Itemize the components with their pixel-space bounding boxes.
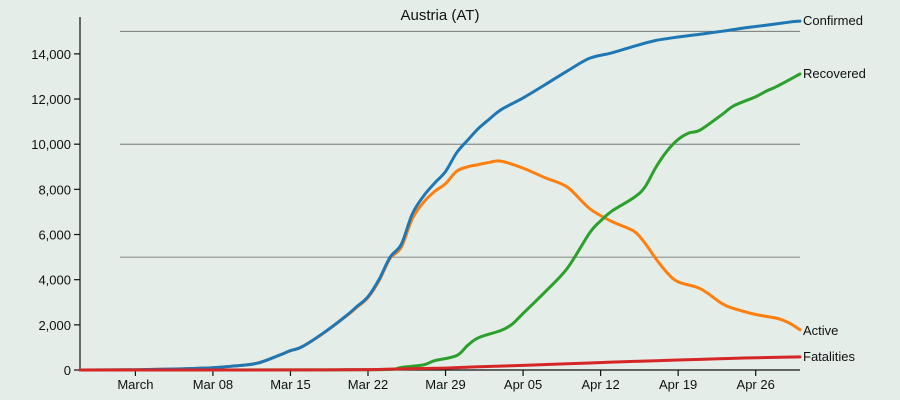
chart-title: Austria (AT) bbox=[401, 7, 480, 24]
x-tick-label: March bbox=[117, 377, 153, 392]
y-tick-label: 14,000 bbox=[31, 47, 71, 62]
x-tick-label: Mar 08 bbox=[193, 377, 233, 392]
x-tick-label: Mar 15 bbox=[270, 377, 310, 392]
series-line-active bbox=[78, 159, 802, 372]
series-line-recovered bbox=[78, 72, 802, 372]
series-label-recovered: Recovered bbox=[803, 66, 866, 81]
y-tick-label: 12,000 bbox=[31, 92, 71, 107]
axes: 0 2,000 4,000 6,000 8,000 10,000 12,000 14,000 M… bbox=[31, 17, 800, 392]
y-tick-label: 10,000 bbox=[31, 137, 71, 152]
series-label-confirmed: Confirmed bbox=[803, 13, 863, 28]
gridlines bbox=[120, 30, 800, 258]
series-line-fatalities bbox=[78, 355, 802, 372]
y-tick-label: 6,000 bbox=[38, 228, 71, 243]
x-tick-label: Apr 19 bbox=[659, 377, 697, 392]
y-tick-label: 8,000 bbox=[38, 182, 71, 197]
x-tick-label: Apr 26 bbox=[737, 377, 775, 392]
x-tick-label: Apr 12 bbox=[581, 377, 619, 392]
series-label-fatalities: Fatalities bbox=[803, 349, 856, 364]
x-tick-label: Apr 05 bbox=[504, 377, 542, 392]
series-line-confirmed bbox=[78, 19, 802, 372]
y-tick-label: 2,000 bbox=[38, 318, 71, 333]
x-tick-label: Mar 29 bbox=[425, 377, 465, 392]
y-tick-label: 4,000 bbox=[38, 273, 71, 288]
series-lines bbox=[78, 19, 802, 372]
y-tick-label: 0 bbox=[64, 363, 71, 378]
series-labels: Confirmed Recovered Active Fatalities bbox=[803, 13, 866, 364]
series-label-active: Active bbox=[803, 323, 838, 338]
x-tick-label: Mar 22 bbox=[348, 377, 388, 392]
